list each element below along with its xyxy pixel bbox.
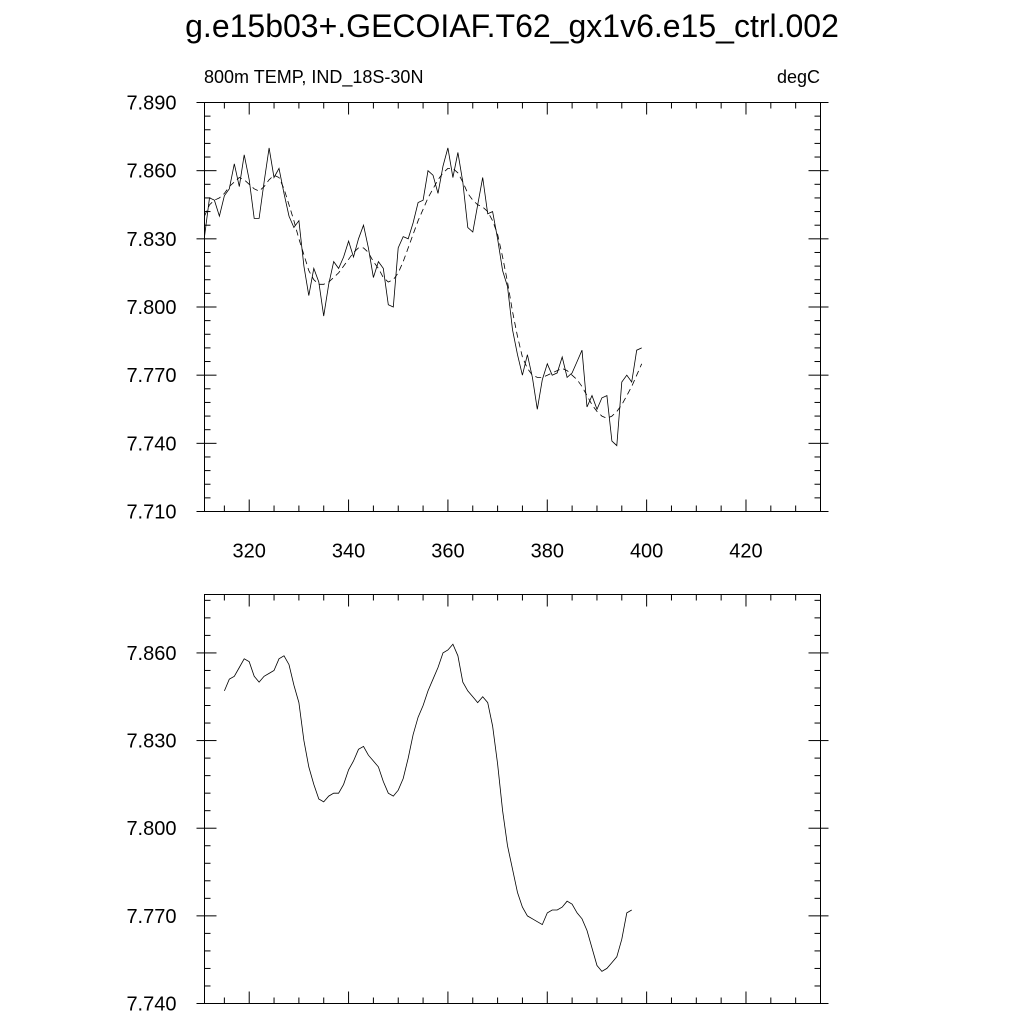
top-series-smoothed-line-1 [204,167,643,419]
top-ytick-label: 7.830 [126,229,176,251]
bottom-ytick-label: 7.860 [126,643,176,665]
chart-title: g.e15b03+.GECOIAF.T62_gx1v6.e15_ctrl.002 [185,8,839,44]
bottom-ytick-label: 7.800 [126,818,176,840]
top-left-label: 800m TEMP, IND_18S-30N [204,67,423,88]
top-series-group [204,147,643,447]
top-xtick-label: 360 [431,541,464,563]
top-ytick-label: 7.740 [126,433,176,455]
top-series-line-0 [204,147,642,447]
top-ytick-label: 7.770 [126,365,176,387]
top-right-label: degC [777,67,820,87]
bottom-ytick-label: 7.770 [126,906,176,928]
bottom-series-group [224,643,632,972]
bottom-plot-frame [204,594,821,1004]
top-plot-frame [204,102,821,512]
bottom-panel: 7.740 7.770 7.800 7.830 7.860 [126,594,829,1016]
top-xtick-label: 380 [531,541,564,563]
top-ytick-label: 7.800 [126,297,176,319]
top-tick-labels: 320 340 360 380 400 420 7.710 7.740 7.770 7.800 7.… [126,93,762,563]
bottom-series-line-0 [224,643,632,972]
bottom-tick-labels: 7.740 7.770 7.800 7.830 7.860 [126,643,176,1016]
top-ytick-label: 7.860 [126,161,176,183]
top-xtick-label: 320 [233,541,266,563]
bottom-ytick-label: 7.740 [126,994,176,1016]
top-xtick-label: 400 [630,541,663,563]
bottom-ytick-label: 7.830 [126,731,176,753]
top-ytick-label: 7.890 [126,93,176,115]
top-xtick-label: 420 [729,541,762,563]
top-xtick-label: 340 [332,541,365,563]
top-panel: 800m TEMP, IND_18S-30N degC 320 340 360 380… [126,67,829,563]
top-ticks [196,102,829,512]
bottom-ticks [196,594,829,1004]
top-ytick-label: 7.710 [126,502,176,524]
